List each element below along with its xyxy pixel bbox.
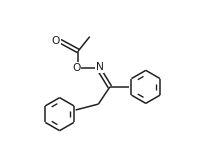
Text: O: O (52, 36, 60, 46)
Text: O: O (72, 63, 80, 73)
Text: N: N (96, 62, 104, 72)
